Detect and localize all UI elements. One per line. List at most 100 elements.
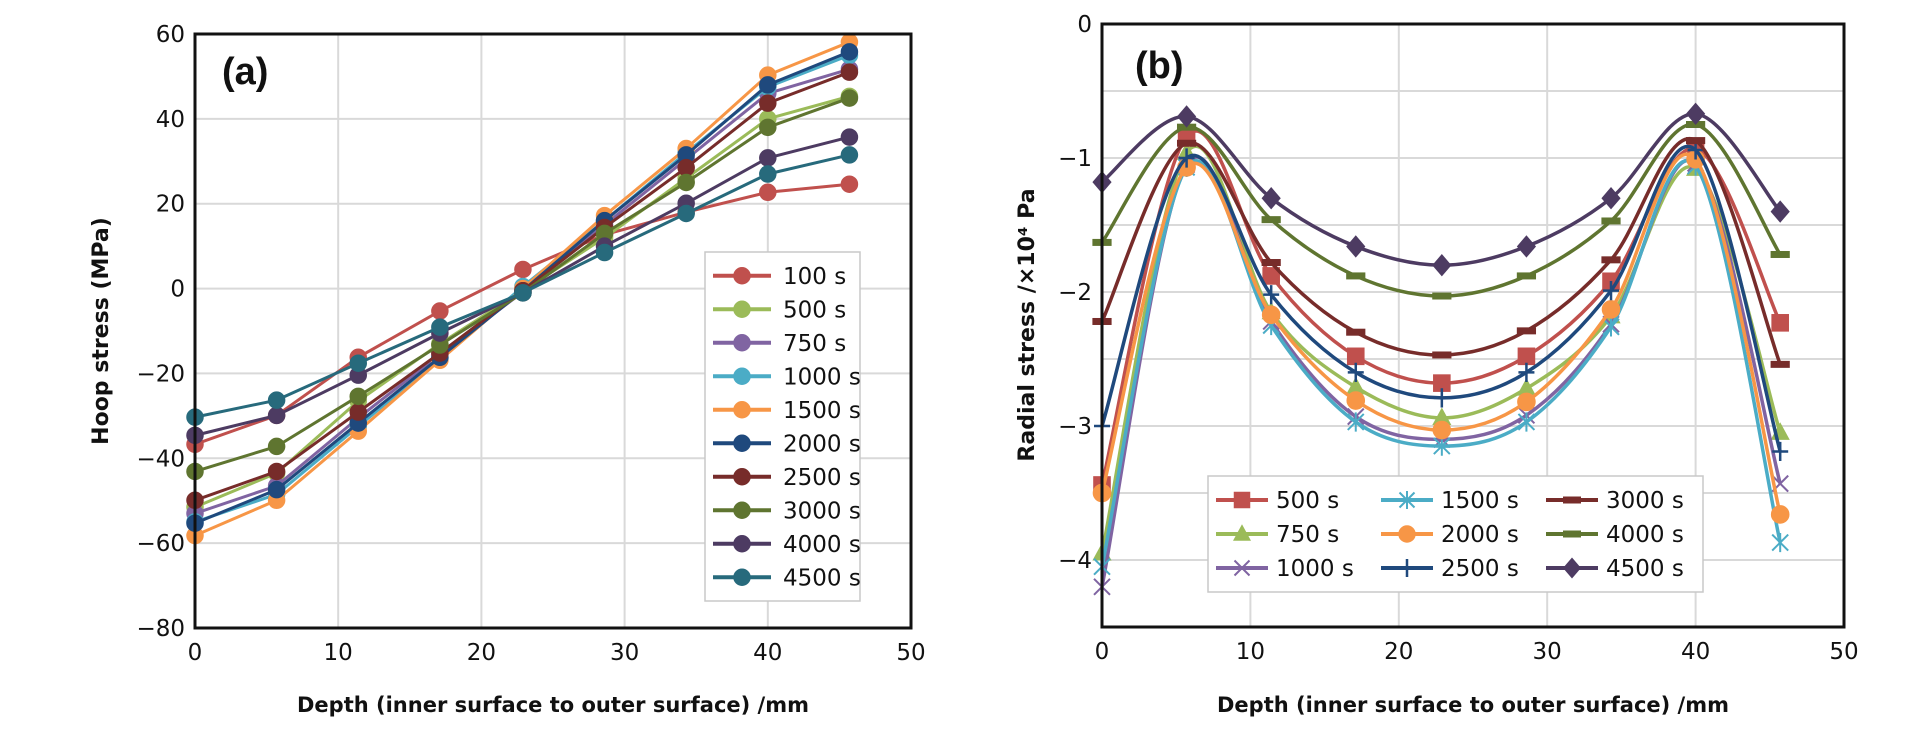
legend-item: 1500 s: [1381, 488, 1519, 514]
data-point: [1517, 347, 1536, 366]
data-point: [1432, 351, 1452, 359]
data-point: [1432, 407, 1452, 426]
legend-label: 3000 s: [783, 498, 861, 524]
data-point: [1432, 420, 1452, 440]
y-tick-label: −80: [136, 616, 185, 642]
data-point: [1518, 362, 1535, 382]
legend-label: 4500 s: [783, 565, 861, 591]
x-tick-label: 0: [1095, 639, 1110, 665]
data-point: [677, 173, 695, 192]
y-tick-label: 0: [1077, 12, 1092, 38]
y-tick-label: −1: [1058, 146, 1092, 172]
data-point: [1517, 392, 1536, 412]
series-2000s: [1092, 150, 1790, 524]
data-point: [1516, 235, 1537, 258]
legend-item: 3000 s: [1546, 488, 1684, 514]
legend-box: [1207, 475, 1704, 593]
legend-label: 1000 s: [783, 364, 861, 390]
data-point: [1346, 272, 1366, 280]
data-point: [1261, 259, 1281, 267]
data-point: [759, 118, 777, 137]
data-point: [759, 94, 777, 112]
data-point: [1770, 360, 1790, 368]
x-tick-label: 10: [1236, 639, 1265, 665]
legend-marker: [1398, 491, 1416, 509]
data-point: [1432, 254, 1452, 277]
legend-label: 4000 s: [1606, 522, 1684, 548]
legend-label: 2500 s: [1441, 556, 1519, 582]
data-point: [1176, 139, 1197, 147]
legend-item: 1000 s: [713, 364, 861, 390]
legend-marker: [1233, 524, 1251, 541]
series-3000s: [1092, 136, 1790, 368]
y-tick-label: −20: [136, 361, 185, 387]
x-ticks-b: 0 10 20 30 40 50: [1095, 639, 1859, 665]
data-point: [1770, 505, 1790, 524]
legend-label: 2500 s: [783, 465, 861, 491]
x-tick-label: 50: [1829, 639, 1858, 665]
legend-marker: [733, 267, 751, 285]
data-point: [431, 302, 449, 320]
x-axis-label-b: Depth (inner surface to outer surface) /…: [1217, 693, 1729, 717]
data-point: [267, 406, 286, 425]
x-tick-label: 30: [610, 640, 639, 666]
y-axis-label-a: Hoop stress (MPa): [89, 217, 114, 445]
legend-marker: [733, 568, 751, 586]
legend-item: 1000 s: [1216, 556, 1354, 582]
data-point: [267, 480, 286, 499]
legend-item: 4000 s: [1546, 522, 1684, 548]
x-ticks-a: 0 10 20 30 40 50: [188, 640, 926, 666]
data-point: [514, 284, 532, 302]
data-point: [1261, 187, 1281, 210]
legend-item: 750 s: [713, 331, 846, 357]
y-axis-label-b: Radial stress /×10⁴ Pa: [1015, 188, 1040, 461]
legend-label: 1500 s: [1441, 488, 1519, 514]
legend-a: 100 s 500 s 750 s 1000 s 1500 s 2000 s 2500 s 3…: [704, 251, 861, 602]
data-point: [840, 128, 859, 146]
y-tick-label: −60: [136, 531, 185, 557]
legend-marker: [1233, 559, 1251, 577]
x-tick-label: 50: [896, 640, 925, 666]
y-tick-label: −2: [1058, 280, 1092, 306]
data-point: [349, 387, 367, 406]
data-point: [1347, 362, 1364, 382]
data-point: [1346, 235, 1366, 258]
legend-item: 3000 s: [713, 498, 861, 524]
legend-label: 750 s: [1276, 522, 1339, 548]
data-point: [1433, 436, 1451, 456]
y-ticks-b: −4 −3 −2 −1 0: [1058, 12, 1092, 574]
hoop-stress-chart: 0 10 20 30 40 50 −80 −60 −40 −20 0 20 40 60 (a) Hoop…: [89, 22, 926, 717]
data-point: [1261, 305, 1281, 325]
plot-frame-b: [1100, 22, 1846, 629]
data-point: [1601, 217, 1621, 225]
data-point: [1347, 412, 1365, 432]
data-point: [840, 63, 859, 81]
data-point: [1603, 281, 1620, 301]
data-point: [1601, 256, 1621, 264]
data-point: [1516, 327, 1537, 335]
legend-marker: [733, 468, 751, 486]
x-tick-label: 40: [753, 640, 782, 666]
x-tick-label: 40: [1681, 639, 1710, 665]
legend-marker: [733, 367, 751, 385]
data-point: [1602, 317, 1620, 337]
data-point: [1346, 376, 1366, 395]
data-point: [1346, 391, 1366, 410]
legend-label: 2000 s: [783, 431, 861, 457]
legend-item: 500 s: [713, 297, 846, 323]
legend-label: 2000 s: [1441, 522, 1519, 548]
legend-marker: [733, 300, 751, 318]
legend-item: 2500 s: [713, 465, 861, 491]
data-point: [267, 437, 286, 456]
data-point: [1261, 216, 1281, 224]
data-point: [1433, 374, 1451, 392]
legend-label: 4000 s: [783, 532, 861, 558]
data-point: [1178, 148, 1195, 168]
data-point: [1601, 300, 1621, 319]
data-point: [677, 158, 695, 177]
legend-marker: [733, 401, 751, 419]
legend-item: 2500 s: [1381, 556, 1519, 582]
data-point: [759, 165, 777, 183]
data-point: [267, 391, 286, 409]
